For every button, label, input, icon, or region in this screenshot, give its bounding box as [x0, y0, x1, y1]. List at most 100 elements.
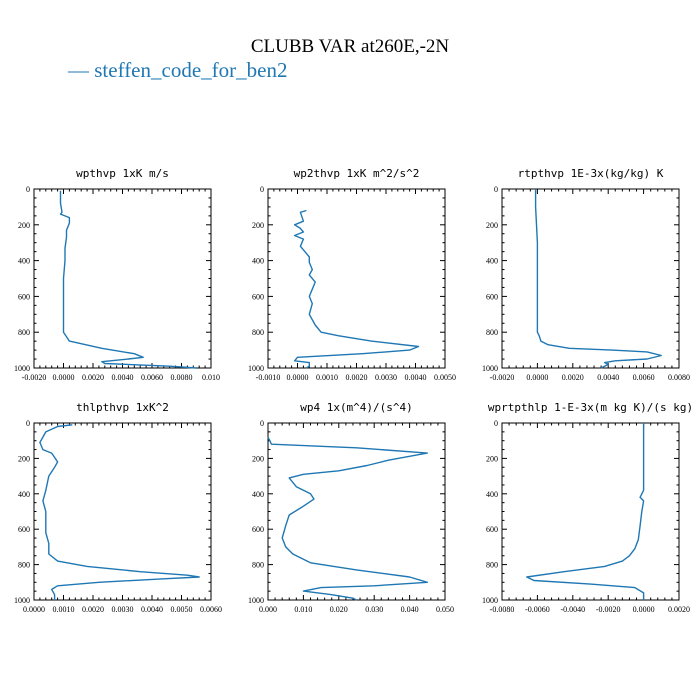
- x-tick-label: 0.0040: [141, 605, 163, 614]
- x-tick-label: 0.0080: [668, 373, 690, 382]
- y-tick-label: 200: [18, 221, 30, 230]
- y-tick-label: 800: [252, 561, 264, 570]
- x-tick-label: 0.0060: [633, 373, 655, 382]
- legend-label: steffen_code_for_ben2: [94, 58, 288, 82]
- y-tick-label: 800: [18, 328, 30, 337]
- x-tick-label: 0.0010: [53, 605, 75, 614]
- x-tick-label: 0.0000: [526, 373, 548, 382]
- y-tick-label: 0: [26, 419, 30, 428]
- plot-frame: [501, 188, 680, 369]
- y-tick-label: 1000: [248, 596, 264, 605]
- y-tick-label: 200: [252, 454, 264, 463]
- y-tick-label: 400: [486, 257, 498, 266]
- x-tick-label: -0.0060: [525, 605, 550, 614]
- x-tick-label: -0.0020: [596, 605, 621, 614]
- series-line-1: [59, 190, 197, 369]
- y-tick-label: 400: [486, 490, 498, 499]
- x-tick-label: 0.0000: [287, 373, 309, 382]
- y-tick-label: 400: [18, 490, 30, 499]
- x-tick-label: 0.010: [294, 605, 312, 614]
- y-tick-label: 200: [486, 454, 498, 463]
- y-tick-label: 0: [260, 185, 264, 194]
- panel-title: thlpthvp 1xK^2: [76, 401, 169, 414]
- y-tick-label: 1000: [482, 596, 498, 605]
- x-tick-label: 0.020: [330, 605, 348, 614]
- x-tick-label: 0.0040: [597, 373, 619, 382]
- chart-panel-6: wprtpthlp 1-E-3x(m kg K)/(s kg) -0.0080 -0…: [482, 401, 693, 614]
- x-tick-label: 0.0000: [53, 373, 75, 382]
- x-tick-label: -0.0020: [22, 373, 47, 382]
- y-tick-label: 400: [252, 490, 264, 499]
- series-line-1: [293, 209, 420, 369]
- y-tick-label: 800: [486, 328, 498, 337]
- x-tick-label: -0.0040: [560, 605, 585, 614]
- y-tick-label: 0: [494, 185, 498, 194]
- chart-panel-3: rtpthvp 1E-3x(kg/kg) K -0.0020 0.0000 0.002…: [482, 167, 690, 382]
- x-tick-label: 0.0040: [112, 373, 134, 382]
- x-tick-label: 0.0010: [316, 373, 338, 382]
- y-tick-label: 200: [252, 221, 264, 230]
- chart-panel-5: wp4 1x(m^4)/(s^4) 0.000 0.010 0.020 0.030 0.0…: [248, 401, 454, 614]
- legend: — steffen_code_for_ben2: [68, 58, 287, 83]
- y-tick-label: 1000: [248, 364, 264, 373]
- panel-title: wpthvp 1xK m/s: [76, 167, 169, 180]
- chart-panel-4: thlpthvp 1xK^2 0.0000 0.0010 0.0020 0.0030 0.…: [14, 401, 222, 614]
- panel-title: wprtpthlp 1-E-3x(m kg K)/(s kg): [488, 401, 693, 414]
- x-tick-label: 0.0050: [434, 373, 456, 382]
- x-tick-label: 0.0080: [171, 373, 193, 382]
- chart-panel-2: wp2thvp 1xK m^2/s^2 -0.0010 0.0000 0.0010 0.…: [248, 167, 456, 382]
- x-tick-label: -0.0080: [490, 605, 515, 614]
- x-tick-label: 0.0020: [82, 605, 104, 614]
- panel-title: wp4 1x(m^4)/(s^4): [300, 401, 413, 414]
- x-tick-label: 0.040: [401, 605, 419, 614]
- y-tick-label: 0: [260, 419, 264, 428]
- x-tick-label: 0.0030: [375, 373, 397, 382]
- y-tick-label: 200: [486, 221, 498, 230]
- y-tick-label: 1000: [482, 364, 498, 373]
- x-tick-label: 0.050: [436, 605, 454, 614]
- x-tick-label: -0.0010: [256, 373, 281, 382]
- x-tick-label: 0.0020: [346, 373, 368, 382]
- x-tick-label: 0.0060: [200, 605, 222, 614]
- y-tick-label: 600: [486, 525, 498, 534]
- y-tick-label: 600: [252, 292, 264, 301]
- series-line-1: [534, 189, 662, 369]
- series-line-1: [526, 423, 645, 600]
- x-tick-label: 0.000: [259, 605, 277, 614]
- plot-frame: [33, 188, 212, 369]
- y-tick-label: 600: [18, 525, 30, 534]
- x-tick-label: 0.0020: [562, 373, 584, 382]
- x-tick-label: 0.0020: [82, 373, 104, 382]
- plot-frame: [267, 188, 446, 369]
- y-tick-label: 800: [486, 561, 498, 570]
- y-tick-label: 400: [18, 257, 30, 266]
- y-tick-label: 1000: [14, 364, 30, 373]
- y-tick-label: 200: [18, 454, 30, 463]
- x-tick-label: 0.030: [365, 605, 383, 614]
- x-tick-label: 0.0000: [633, 605, 655, 614]
- chart-panel-1: wpthvp 1xK m/s -0.0020 0.0000 0.0020 0.0040 0…: [14, 167, 220, 382]
- series-line-1: [39, 424, 200, 600]
- x-tick-label: 0.0020: [668, 605, 690, 614]
- series-line-1: [267, 436, 428, 601]
- panel-title: rtpthvp 1E-3x(kg/kg) K: [518, 167, 664, 180]
- y-tick-label: 0: [26, 185, 30, 194]
- x-tick-label: 0.0040: [405, 373, 427, 382]
- page-title: CLUBB VAR at260E,-2N: [250, 36, 450, 57]
- y-tick-label: 600: [18, 292, 30, 301]
- y-tick-label: 800: [18, 561, 30, 570]
- y-tick-label: 600: [252, 525, 264, 534]
- plot-frame: [33, 422, 212, 601]
- y-tick-label: 400: [252, 257, 264, 266]
- y-tick-label: 600: [486, 292, 498, 301]
- y-tick-label: 1000: [14, 596, 30, 605]
- y-tick-label: 0: [494, 419, 498, 428]
- x-tick-label: 0.0050: [171, 605, 193, 614]
- x-tick-label: 0.010: [202, 373, 220, 382]
- x-tick-label: 0.0030: [112, 605, 134, 614]
- panel-title: wp2thvp 1xK m^2/s^2: [294, 167, 420, 180]
- legend-marker: —: [68, 58, 89, 82]
- x-tick-label: -0.0020: [490, 373, 515, 382]
- plot-frame: [501, 422, 680, 601]
